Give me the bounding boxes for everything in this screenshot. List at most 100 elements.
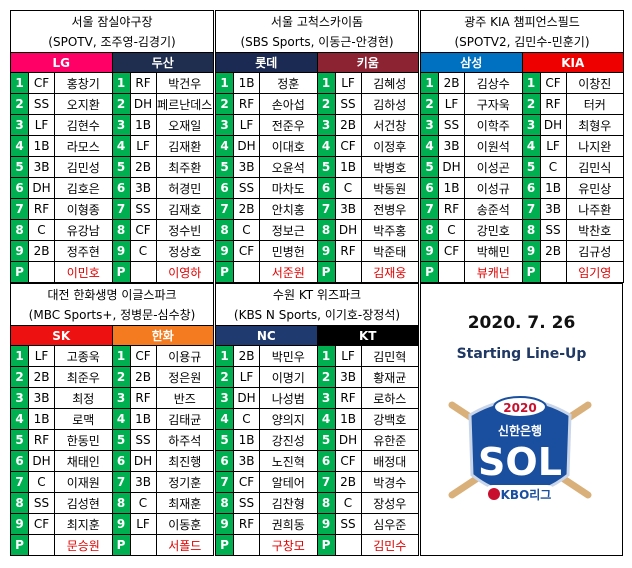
position: SS (334, 93, 362, 115)
order: 8 (10, 219, 29, 241)
broadcast: (SPOTV, 조주영-김경기) (48, 34, 176, 49)
order: 8 (111, 492, 131, 514)
order: 8 (521, 219, 541, 241)
position: LF (28, 345, 55, 367)
position: 1B (28, 135, 55, 157)
position: 2B (334, 114, 362, 136)
blank (438, 261, 465, 283)
order: 1 (316, 72, 336, 94)
position: SS (334, 513, 362, 535)
player: 한동민 (54, 429, 113, 451)
team-name: KT (316, 325, 419, 346)
order: 9 (111, 240, 131, 262)
subtitle: Starting Line-Up (456, 346, 587, 362)
player: 최형우 (565, 114, 624, 136)
player: 장성우 (360, 492, 419, 514)
player: 김민혁 (360, 345, 419, 367)
position: C (129, 240, 157, 262)
position: DH (539, 114, 567, 136)
broadcast: (SBS Sports, 이동근-안경현) (240, 34, 394, 49)
position: DH (129, 450, 157, 472)
position: 3B (539, 198, 567, 220)
player: 손아섭 (259, 93, 318, 115)
player: 이재원 (54, 471, 113, 493)
position: C (539, 156, 567, 178)
player: 구자욱 (464, 93, 523, 115)
order: 8 (215, 219, 234, 241)
team-name: SK (10, 325, 113, 346)
order: 1 (111, 345, 131, 367)
player: 박찬호 (565, 219, 624, 241)
player: 박민우 (259, 345, 318, 367)
position: 3B (233, 156, 260, 178)
position: RF (129, 387, 157, 409)
logo-year: 2020 (503, 401, 536, 415)
order: 8 (316, 492, 336, 514)
position: RF (129, 72, 157, 94)
player: 정기훈 (155, 471, 214, 493)
order: 6 (215, 177, 234, 199)
player: 오윤석 (259, 156, 318, 178)
order: 1 (111, 72, 131, 94)
player: 김상수 (464, 72, 523, 94)
player: 김재환 (155, 135, 214, 157)
broadcast: (KBS N Sports, 이기호-장정석) (233, 307, 401, 322)
player: 황재균 (360, 366, 419, 388)
player: 채태인 (54, 450, 113, 472)
player: 송준석 (464, 198, 523, 220)
order: 7 (10, 471, 29, 493)
order: 5 (215, 429, 234, 451)
pitcher: 구창모 (259, 534, 318, 556)
logo-brand: SOL (478, 440, 562, 484)
position: CF (438, 240, 465, 262)
order: 7 (111, 198, 131, 220)
position: 1B (334, 156, 362, 178)
order: 9 (10, 240, 29, 262)
order: 1 (215, 345, 234, 367)
player: 이성곤 (464, 156, 523, 178)
position: 1B (539, 177, 567, 199)
venue: 서울 잠실야구장 (71, 14, 153, 29)
position: 3B (334, 198, 362, 220)
player: 고종욱 (54, 345, 113, 367)
position: RF (28, 429, 55, 451)
player: 김혜성 (360, 72, 419, 94)
player: 이정후 (360, 135, 419, 157)
position: 3B (233, 450, 260, 472)
player: 최준우 (54, 366, 113, 388)
player: 최지훈 (54, 513, 113, 535)
order: 1 (10, 72, 29, 94)
pitcher-label: P (10, 534, 29, 556)
logo-league: KBO리그 (501, 487, 552, 502)
order: 6 (316, 450, 336, 472)
player: 정훈 (259, 72, 318, 94)
kbo-logo: 2020 신한은행 SOL KBO리그 (448, 396, 592, 503)
order: 2 (10, 93, 29, 115)
position: LF (129, 513, 157, 535)
order: 7 (316, 198, 336, 220)
broadcast: (SPOTV2, 김민수-민훈기) (454, 34, 590, 49)
position: 3B (28, 156, 55, 178)
order: 4 (10, 135, 29, 157)
player: 홍창기 (54, 72, 113, 94)
order: 6 (215, 450, 234, 472)
order: 5 (10, 429, 29, 451)
position: 2B (233, 198, 260, 220)
blank (28, 534, 55, 556)
order: 6 (521, 177, 541, 199)
player: 정주현 (54, 240, 113, 262)
position: SS (129, 198, 157, 220)
order: 4 (215, 135, 234, 157)
pitcher-label: P (10, 261, 29, 283)
player: 박병호 (360, 156, 419, 178)
team-name: NC (215, 325, 318, 346)
player: 노진혁 (259, 450, 318, 472)
position: RF (233, 93, 260, 115)
position: RF (539, 93, 567, 115)
logo-sponsor: 신한은행 (498, 423, 542, 438)
position: 2B (129, 366, 157, 388)
pitcher-label: P (521, 261, 541, 283)
order: 7 (215, 198, 234, 220)
game-header: 광주 KIA 챔피언스필드 (SPOTV2, 김민수-민훈기) (420, 10, 624, 53)
player: 박동원 (360, 177, 419, 199)
